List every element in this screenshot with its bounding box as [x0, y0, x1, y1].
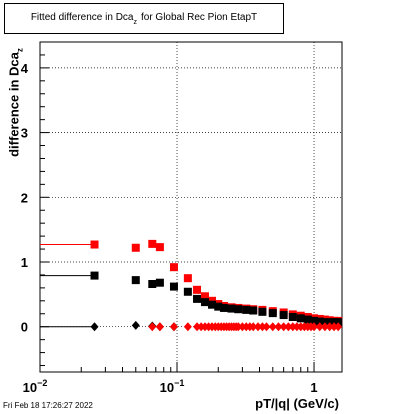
x-tick-label: 1: [310, 380, 317, 395]
series-1-point: [242, 305, 251, 314]
series-3-point: [288, 322, 297, 332]
series-1-point: [234, 305, 243, 314]
series-3-point: [155, 322, 164, 332]
series-1-point: [148, 280, 157, 288]
timestamp: Fri Feb 18 17:26:27 2022: [3, 401, 93, 410]
series-1-point: [258, 307, 267, 316]
series-3-point: [234, 322, 243, 332]
series-1-point: [214, 302, 223, 311]
series-3-point: [284, 322, 293, 332]
series-3-point: [274, 322, 283, 332]
series-1-point: [155, 278, 164, 287]
title-subscript: z: [133, 19, 137, 26]
y-tick-label: 0: [21, 320, 28, 335]
series-1-point: [90, 271, 99, 280]
series-1-point: [268, 309, 277, 318]
series-0-point: [148, 239, 157, 248]
series-1-point: [303, 315, 312, 324]
series-1-point: [288, 313, 297, 321]
series-1-point: [227, 304, 236, 313]
series-0-point: [155, 243, 164, 252]
chart-title: Fitted difference in Dcaz for Global Rec …: [5, 12, 283, 26]
y-axis-label-subscript: z: [15, 48, 25, 53]
series-3-point: [254, 322, 263, 332]
series-1-point: [193, 294, 202, 303]
series-3-point: [262, 322, 271, 332]
series-0-point: [169, 263, 178, 272]
title-suffix: for Global Rec Pion EtapT: [140, 12, 258, 23]
series-3-point: [334, 322, 343, 332]
y-tick-label: 4: [21, 61, 29, 76]
series-1-point: [219, 303, 228, 312]
x-tick-label: 10−1: [160, 378, 185, 395]
series-1-point: [183, 287, 192, 296]
series-0-point: [131, 243, 140, 252]
series-3-point: [310, 322, 319, 332]
y-tick-label: 3: [21, 126, 28, 141]
series-0-point: [200, 292, 209, 301]
series-3-point: [315, 322, 324, 332]
series-3-point: [325, 322, 334, 332]
y-tick-label: 2: [21, 190, 28, 205]
series-3-point: [268, 322, 277, 332]
series-3-point: [193, 322, 202, 332]
series-1-point: [315, 317, 324, 326]
series-1-point: [200, 298, 209, 307]
series-3-point: [320, 322, 329, 332]
series-1-point: [330, 318, 339, 327]
series-1-point: [169, 282, 178, 291]
series-1-point: [320, 318, 329, 327]
series-0-point: [193, 285, 202, 294]
series-3-point: [279, 322, 288, 332]
series-1-point: [296, 314, 305, 323]
series-3-point: [148, 322, 157, 332]
series-2-point: [90, 322, 99, 332]
title-main: Fitted difference in Dca: [30, 12, 134, 23]
y-tick-label: 1: [21, 255, 28, 270]
series-3-point: [183, 322, 192, 332]
series-3-point: [258, 322, 267, 332]
y-axis-label-main: difference in Dca: [6, 52, 22, 157]
series-1-point: [334, 318, 343, 327]
series-0-point: [90, 240, 99, 249]
series-1-point: [131, 276, 140, 285]
series-1-point: [249, 306, 258, 315]
series-1-point: [279, 311, 288, 320]
series-1-point: [325, 318, 334, 327]
y-axis-label: difference in Dcaz: [6, 13, 25, 193]
series-2-point: [131, 320, 140, 330]
series-3-point: [169, 322, 178, 332]
series-1-point: [207, 300, 216, 309]
x-tick-label: 10−2: [23, 378, 48, 395]
title-box: Fitted difference in Dcaz for Global Rec …: [4, 3, 284, 34]
series-1-point: [310, 316, 319, 325]
x-axis-label: pT/|q| (GeV/c): [255, 396, 339, 411]
series-3-point: [330, 322, 339, 332]
plot-frame: [39, 41, 343, 373]
series-0-point: [183, 274, 192, 283]
series-3-point: [249, 322, 258, 332]
